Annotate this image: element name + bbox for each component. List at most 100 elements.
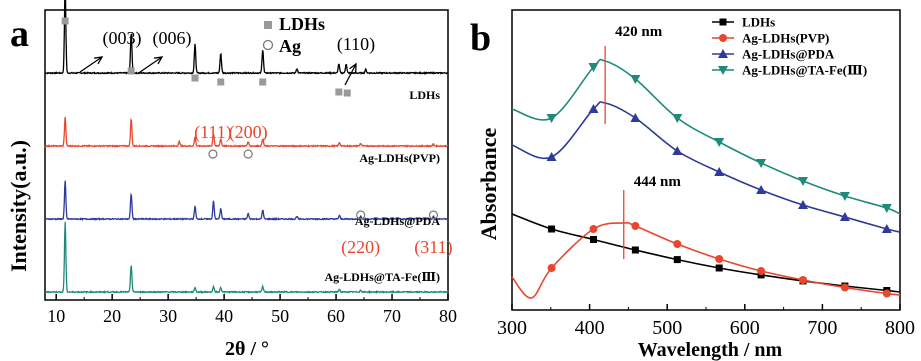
panel-b-point bbox=[756, 185, 767, 194]
panel-b-xtick-label: 700 bbox=[807, 317, 837, 339]
panel-b-point bbox=[672, 146, 683, 155]
panel-a-ldh-marker bbox=[61, 17, 69, 25]
panel-b-legend-marker bbox=[718, 49, 728, 58]
panel-a-xlabel: 2θ / ° bbox=[225, 338, 269, 360]
panel-a-legend-circle bbox=[262, 39, 274, 51]
panel-b-point bbox=[715, 255, 724, 263]
panel-a-ldh-marker bbox=[127, 67, 135, 75]
panel-a-ag-marker bbox=[243, 149, 253, 159]
panel-b-legend-label: LDHs bbox=[742, 15, 775, 30]
panel-b-point bbox=[548, 225, 556, 233]
panel-b-point bbox=[589, 225, 598, 233]
panel-b-xtick-label: 300 bbox=[497, 317, 527, 339]
panel-b-legend-label: Ag-LDHs(PVP) bbox=[742, 31, 829, 46]
panel-a-legend-ldhs: LDHs bbox=[279, 14, 325, 34]
panel-b-point bbox=[589, 236, 597, 243]
panel-a-ldh-marker bbox=[191, 74, 199, 82]
panel-a-series-label: Ag-LDHs@PDA bbox=[355, 214, 440, 228]
panel-a-letter: a bbox=[10, 13, 29, 55]
panel-b-point bbox=[673, 256, 681, 264]
panel-b-ylabel: Absorbance bbox=[476, 128, 501, 241]
panel-b-series-3 bbox=[511, 58, 901, 215]
panel-b-xtick-label: 800 bbox=[885, 317, 915, 339]
panel-b-legend-marker bbox=[719, 18, 727, 26]
panel-b-legend-label: Ag-LDHs@PDA bbox=[742, 47, 835, 62]
panel-b-point bbox=[839, 192, 850, 201]
panel-a-frame bbox=[44, 9, 449, 301]
panel-b-legend-marker bbox=[719, 34, 727, 42]
panel-b-legend-label: Ag-LDHs@TA-Fe(Ⅲ) bbox=[742, 63, 867, 78]
panel-a-ag-marker bbox=[356, 210, 366, 220]
panel-b-point bbox=[630, 113, 641, 122]
panel-a-arrow-head bbox=[93, 56, 104, 65]
panel-b-point bbox=[798, 177, 808, 186]
panel-a-xtick-label: 80 bbox=[439, 306, 457, 326]
panel-a-xtick-label: 10 bbox=[47, 306, 65, 326]
panel-b-point bbox=[799, 276, 807, 284]
panel-a-series-0 bbox=[44, 0, 449, 76]
panel-a-xtick-label: 30 bbox=[159, 306, 177, 326]
panel-b-point bbox=[757, 267, 766, 275]
panel-b-point bbox=[756, 159, 767, 168]
panel-b-peak-label: 444 nm bbox=[634, 174, 682, 190]
panel-b: b Absorbance Wavelength / nm 300 400 500 60… bbox=[470, 9, 915, 361]
panel-b-point bbox=[588, 104, 599, 113]
panel-b-xtick-label: 600 bbox=[730, 317, 760, 339]
panel-b-point bbox=[882, 289, 891, 298]
panel-a-ldh-marker bbox=[217, 78, 225, 86]
panel-a-xtick-label: 60 bbox=[327, 306, 345, 326]
panel-a-series-label: Ag-LDHs(PVP) bbox=[359, 151, 440, 165]
panel-b-point bbox=[839, 212, 850, 221]
panel-a-arrow bbox=[139, 56, 163, 73]
panel-a-ag-marker bbox=[208, 149, 218, 159]
panel-b-point bbox=[714, 138, 725, 147]
panel-b-point bbox=[714, 167, 725, 176]
panel-a-series-label: Ag-LDHs@TA-Fe(Ⅲ) bbox=[324, 270, 440, 284]
panel-b-letter: b bbox=[470, 17, 491, 59]
panel-b-series-0 bbox=[511, 213, 901, 293]
panel-a-plot-area: 10 20 30 40 50 60 70 80 LDHs Ag-LDHs(PVP) Ag-LDHs@… bbox=[44, 0, 457, 326]
panel-b-series-2 bbox=[511, 101, 901, 233]
panel-b-point bbox=[547, 264, 556, 272]
panel-b-xtick-label: 500 bbox=[652, 317, 682, 339]
panel-a-ldh-plane-label: (003) bbox=[103, 28, 142, 49]
panel-a-arrow-head bbox=[153, 56, 164, 65]
panel-b-point bbox=[546, 114, 557, 123]
panel-a-ldh-plane-label: (110) bbox=[337, 34, 375, 55]
panel-b-legend-marker bbox=[718, 66, 728, 75]
panel-b-point bbox=[588, 63, 599, 72]
panel-a-arrow-head bbox=[349, 62, 357, 73]
panel-a-legend-square bbox=[264, 21, 272, 29]
panel-a-xtick-label: 40 bbox=[215, 306, 233, 326]
panel-a-ag-marker bbox=[428, 210, 439, 220]
panel-b-point bbox=[631, 222, 640, 230]
panel-a-ldh-marker bbox=[259, 78, 267, 86]
panel-b-point bbox=[881, 224, 892, 233]
panel-b-xlabel: Wavelength / nm bbox=[638, 339, 783, 361]
panel-a-series-1 bbox=[44, 116, 449, 149]
panel-a-ldh-marker bbox=[343, 89, 351, 97]
panel-b-point bbox=[631, 246, 639, 254]
panel-a-xtick-label: 70 bbox=[383, 306, 401, 326]
panel-a-series-3 bbox=[44, 221, 449, 295]
panel-a-ldh-marker bbox=[335, 88, 343, 96]
panel-a-xtick-label: 20 bbox=[103, 306, 121, 326]
panel-a: a Intensity(a.u.) 2θ / ° 10 20 30 40 50 60 70 8… bbox=[6, 0, 457, 360]
panel-b-point bbox=[546, 152, 557, 161]
panel-a-ag-plane-label: (111) bbox=[194, 122, 232, 143]
panel-b-point bbox=[840, 283, 849, 292]
panel-b-xtick-label: 400 bbox=[575, 317, 605, 339]
panel-b-point bbox=[798, 200, 808, 209]
panel-a-ylabel: Intensity(a.u.) bbox=[6, 140, 31, 272]
panel-a-arrow bbox=[344, 63, 357, 86]
panel-a-ldh-plane-label: (006) bbox=[153, 28, 192, 49]
panel-b-point bbox=[672, 114, 683, 123]
panel-b-point bbox=[630, 75, 641, 84]
panel-a-series-label: LDHs bbox=[409, 88, 440, 102]
panel-b-point bbox=[881, 204, 892, 213]
panel-b-peak-label: 420 nm bbox=[615, 24, 663, 40]
panel-b-point bbox=[715, 264, 723, 272]
panel-a-xtick-label: 50 bbox=[271, 306, 289, 326]
